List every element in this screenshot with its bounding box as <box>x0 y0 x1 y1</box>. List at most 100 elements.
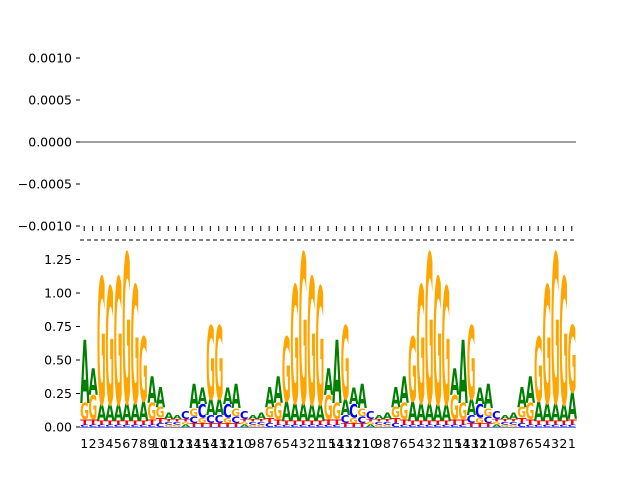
svg-text:G: G <box>189 406 198 419</box>
logo-xtick-label: 7 <box>517 436 525 451</box>
logo-letter-A: A <box>526 371 536 413</box>
logo-xtick-label: 4 <box>543 436 551 451</box>
logo-letter-A: A <box>467 396 477 421</box>
logo-letter-T: T <box>500 419 510 423</box>
logo-xtick-label: 11 <box>354 436 370 451</box>
logo-letter-T: T <box>458 418 468 427</box>
svg-text:T: T <box>349 422 358 428</box>
svg-text:C: C <box>433 424 442 428</box>
svg-text:T: T <box>374 419 384 423</box>
logo-letter-A: A <box>374 414 384 420</box>
svg-text:C: C <box>147 424 156 428</box>
logo-letter-T: T <box>568 418 578 427</box>
svg-text:C: C <box>500 421 509 425</box>
svg-text:G: G <box>324 388 333 427</box>
logo-letter-G: G <box>509 424 518 428</box>
svg-text:A: A <box>391 382 401 414</box>
logo-letter-C: C <box>450 424 459 428</box>
svg-text:T: T <box>416 420 425 426</box>
logo-letter-G: G <box>400 400 409 425</box>
svg-text:A: A <box>231 378 241 417</box>
logo-letter-G: G <box>416 253 425 441</box>
logo-letter-T: T <box>290 420 299 426</box>
svg-text:G: G <box>206 305 215 423</box>
svg-text:T: T <box>433 420 442 426</box>
svg-text:C: C <box>391 422 400 429</box>
logo-letter-G: G <box>290 253 299 441</box>
svg-text:A: A <box>273 371 283 413</box>
svg-text:A: A <box>206 396 216 421</box>
logo-letter-A: A <box>358 378 368 417</box>
svg-text:G: G <box>425 214 434 453</box>
logo-letter-G: G <box>139 320 148 422</box>
logo-letter-T: T <box>517 416 527 425</box>
logo-letter-C: C <box>534 424 543 428</box>
logo-letter-G: G <box>568 308 577 415</box>
svg-text:A: A <box>450 363 460 405</box>
logo-letter-C: C <box>189 415 198 425</box>
logo-letter-A: A <box>105 402 115 427</box>
logo-letter-A: A <box>458 323 467 424</box>
logo-xtick-label: 3 <box>299 436 307 451</box>
top-ytick-label: −0.0010 <box>18 219 72 234</box>
svg-text:C: C <box>156 422 165 429</box>
logo-letter-G: G <box>500 424 509 428</box>
svg-text:G: G <box>273 400 282 425</box>
svg-text:A: A <box>366 424 375 428</box>
logo-letter-G: G <box>307 243 316 446</box>
svg-text:C: C <box>198 401 207 422</box>
logo-letter-A: A <box>509 410 519 421</box>
logo-xtick-label: 14 <box>186 436 202 451</box>
logo-letter-T: T <box>265 416 275 425</box>
logo-xtick-label: 3 <box>97 436 105 451</box>
svg-text:A: A <box>88 363 98 405</box>
logo-letter-A: A <box>122 399 132 427</box>
logo-xtick-label: 7 <box>391 436 399 451</box>
svg-text:C: C <box>290 424 299 428</box>
logo-letter-T: T <box>374 419 384 423</box>
logo-letter-T: T <box>324 418 334 427</box>
logo-letter-T: T <box>433 420 442 426</box>
svg-text:T: T <box>509 419 519 423</box>
svg-text:T: T <box>408 420 417 426</box>
svg-text:C: C <box>559 424 568 428</box>
logo-letter-A: A <box>383 410 393 421</box>
logo-letter-T: T <box>299 420 308 426</box>
svg-text:C: C <box>215 412 224 426</box>
logo-letter-A: A <box>492 424 501 428</box>
svg-text:T: T <box>484 422 493 428</box>
svg-text:G: G <box>248 424 257 428</box>
svg-text:G: G <box>442 255 451 443</box>
svg-text:A: A <box>198 386 208 411</box>
logo-letter-C: C <box>97 424 106 428</box>
logo-xtick-label: 1 <box>316 436 324 451</box>
svg-text:G: G <box>366 421 375 425</box>
svg-text:T: T <box>240 419 250 423</box>
logo-letter-A: A <box>248 414 258 420</box>
svg-text:T: T <box>341 422 350 428</box>
svg-text:C: C <box>240 408 249 422</box>
logo-letter-C: C <box>416 424 425 428</box>
logo-xtick-label: 10 <box>488 436 504 451</box>
logo-letter-C: C <box>164 421 173 425</box>
svg-text:T: T <box>442 420 451 426</box>
logo-letter-C: C <box>299 424 308 428</box>
logo-letter-A: A <box>391 382 401 414</box>
logo-letter-C: C <box>80 424 89 428</box>
logo-letter-A: A <box>517 382 527 414</box>
logo-xtick-label: 8 <box>509 436 517 451</box>
svg-text:C: C <box>492 408 501 422</box>
svg-text:G: G <box>475 417 484 426</box>
logo-letter-G: G <box>273 400 282 425</box>
logo-letter-C: C <box>492 408 501 422</box>
svg-text:C: C <box>349 401 358 422</box>
logo-xtick-label: 2 <box>559 436 567 451</box>
logo-letter-G: G <box>559 243 568 446</box>
svg-text:T: T <box>122 420 131 426</box>
logo-letter-G: G <box>374 424 383 428</box>
svg-text:G: G <box>458 400 467 425</box>
svg-text:T: T <box>551 420 560 426</box>
logo-letter-C: C <box>231 415 240 425</box>
